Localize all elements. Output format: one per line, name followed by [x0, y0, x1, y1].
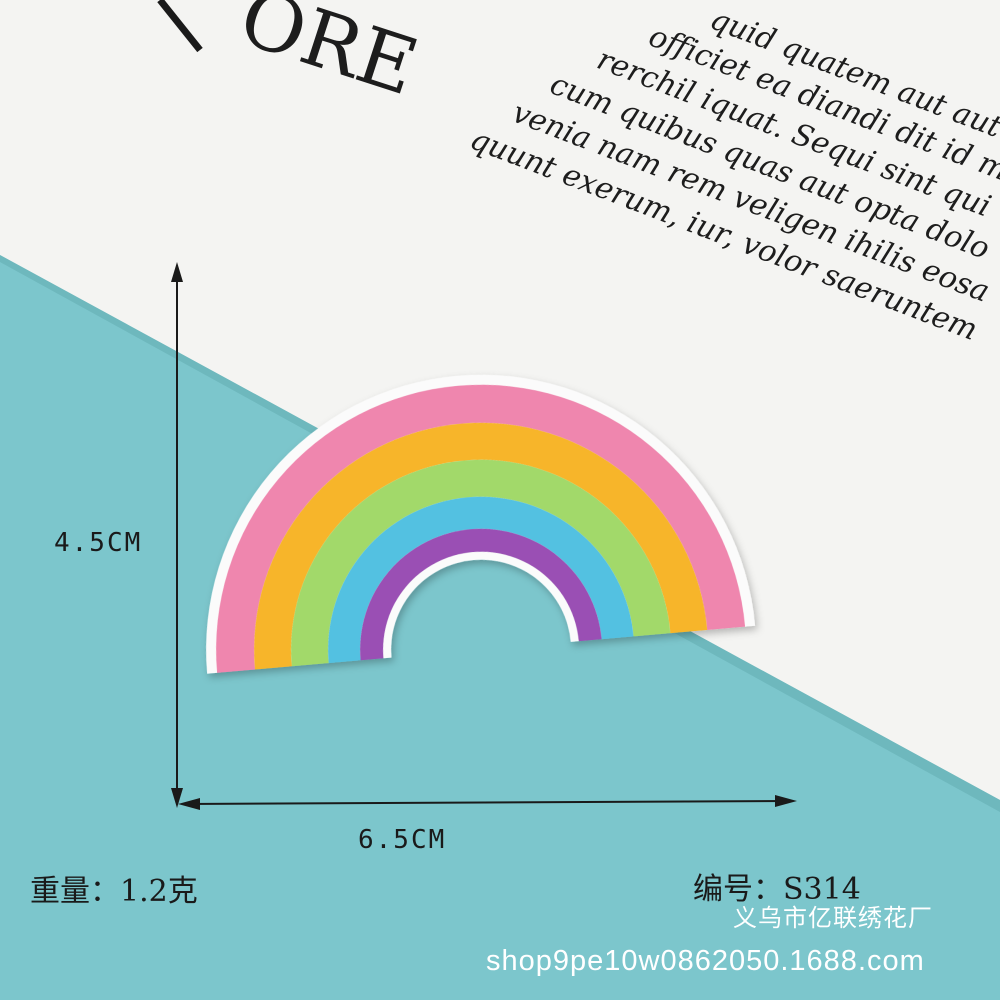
- rainbow-band-purple: [360, 528, 602, 661]
- height-label: 4.5CM: [54, 528, 143, 558]
- weight-label: 重量：1.2克: [30, 874, 198, 909]
- rainbow-band-yellow: [254, 422, 708, 670]
- height-arrow: [171, 262, 183, 808]
- width-arrow: [178, 795, 797, 810]
- rainbow-band-green: [291, 459, 671, 667]
- rainbow-patch: [206, 374, 756, 674]
- product-code: 编号：S314: [693, 872, 861, 907]
- shop-url: shop9pe10w0862050.1688.com: [486, 945, 925, 977]
- width-label: 6.5CM: [358, 825, 447, 855]
- rainbow-band-blue: [328, 496, 634, 664]
- heading-stroke: [157, 0, 203, 53]
- rainbow-band-pink: [216, 384, 746, 673]
- factory-name: 义乌市亿联绣花厂: [733, 905, 933, 932]
